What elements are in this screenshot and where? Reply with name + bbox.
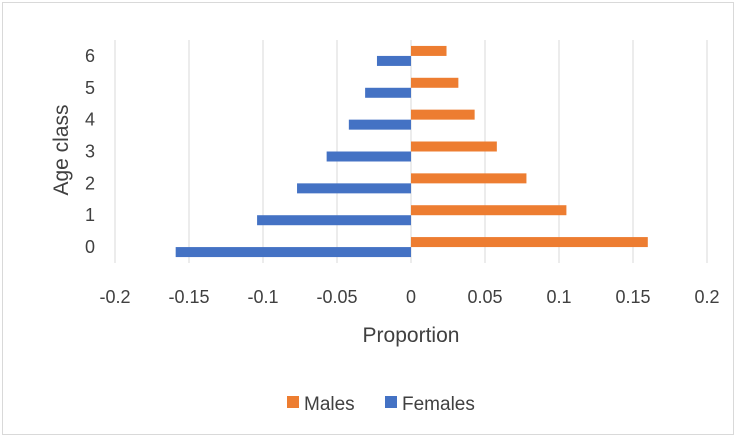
bars (175, 45, 648, 258)
x-tick-label: -0.15 (168, 287, 209, 307)
legend-swatch-males (287, 396, 299, 408)
x-axis-title: Proportion (363, 324, 460, 347)
legend-label-males: Males (304, 394, 355, 415)
y-tick-labels: 0 1 2 3 4 5 6 (85, 46, 95, 257)
bar-females-age-3 (326, 151, 411, 162)
y-axis-title: Age class (50, 104, 73, 195)
y-tick-label: 5 (85, 78, 95, 98)
x-tick-label: 0.05 (467, 287, 502, 307)
bar-males-age-1 (411, 205, 567, 216)
bar-females-age-2 (297, 183, 411, 194)
bar-females-age-1 (257, 215, 411, 226)
x-tick-label: -0.2 (99, 287, 130, 307)
x-tick-label: -0.1 (247, 287, 278, 307)
bar-males-age-6 (411, 45, 447, 56)
bar-males-age-2 (411, 173, 527, 184)
bar-males-age-3 (411, 141, 497, 152)
y-tick-label: 6 (85, 46, 95, 66)
legend-swatch-females (385, 396, 397, 408)
x-tick-label: 0 (406, 287, 416, 307)
bar-females-age-6 (376, 55, 411, 66)
bar-females-age-0 (175, 247, 411, 258)
y-tick-label: 2 (85, 173, 95, 193)
bar-males-age-0 (411, 237, 648, 248)
y-tick-label: 1 (85, 205, 95, 225)
bar-females-age-5 (365, 87, 411, 98)
bar-males-age-5 (411, 77, 459, 88)
legend-label-females: Females (402, 394, 475, 415)
legend: Males Females (287, 394, 475, 415)
x-tick-label: 0.1 (546, 287, 571, 307)
x-tick-label: 0.15 (615, 287, 650, 307)
y-tick-label: 3 (85, 142, 95, 162)
x-tick-label: 0.2 (694, 287, 719, 307)
x-tick-labels: -0.2 -0.15 -0.1 -0.05 0 0.05 0.1 0.15 0.2 (99, 287, 719, 307)
bar-males-age-4 (411, 109, 475, 120)
bar-females-age-4 (348, 119, 411, 130)
x-tick-label: -0.05 (316, 287, 357, 307)
y-tick-label: 0 (85, 237, 95, 257)
y-tick-label: 4 (85, 110, 95, 130)
